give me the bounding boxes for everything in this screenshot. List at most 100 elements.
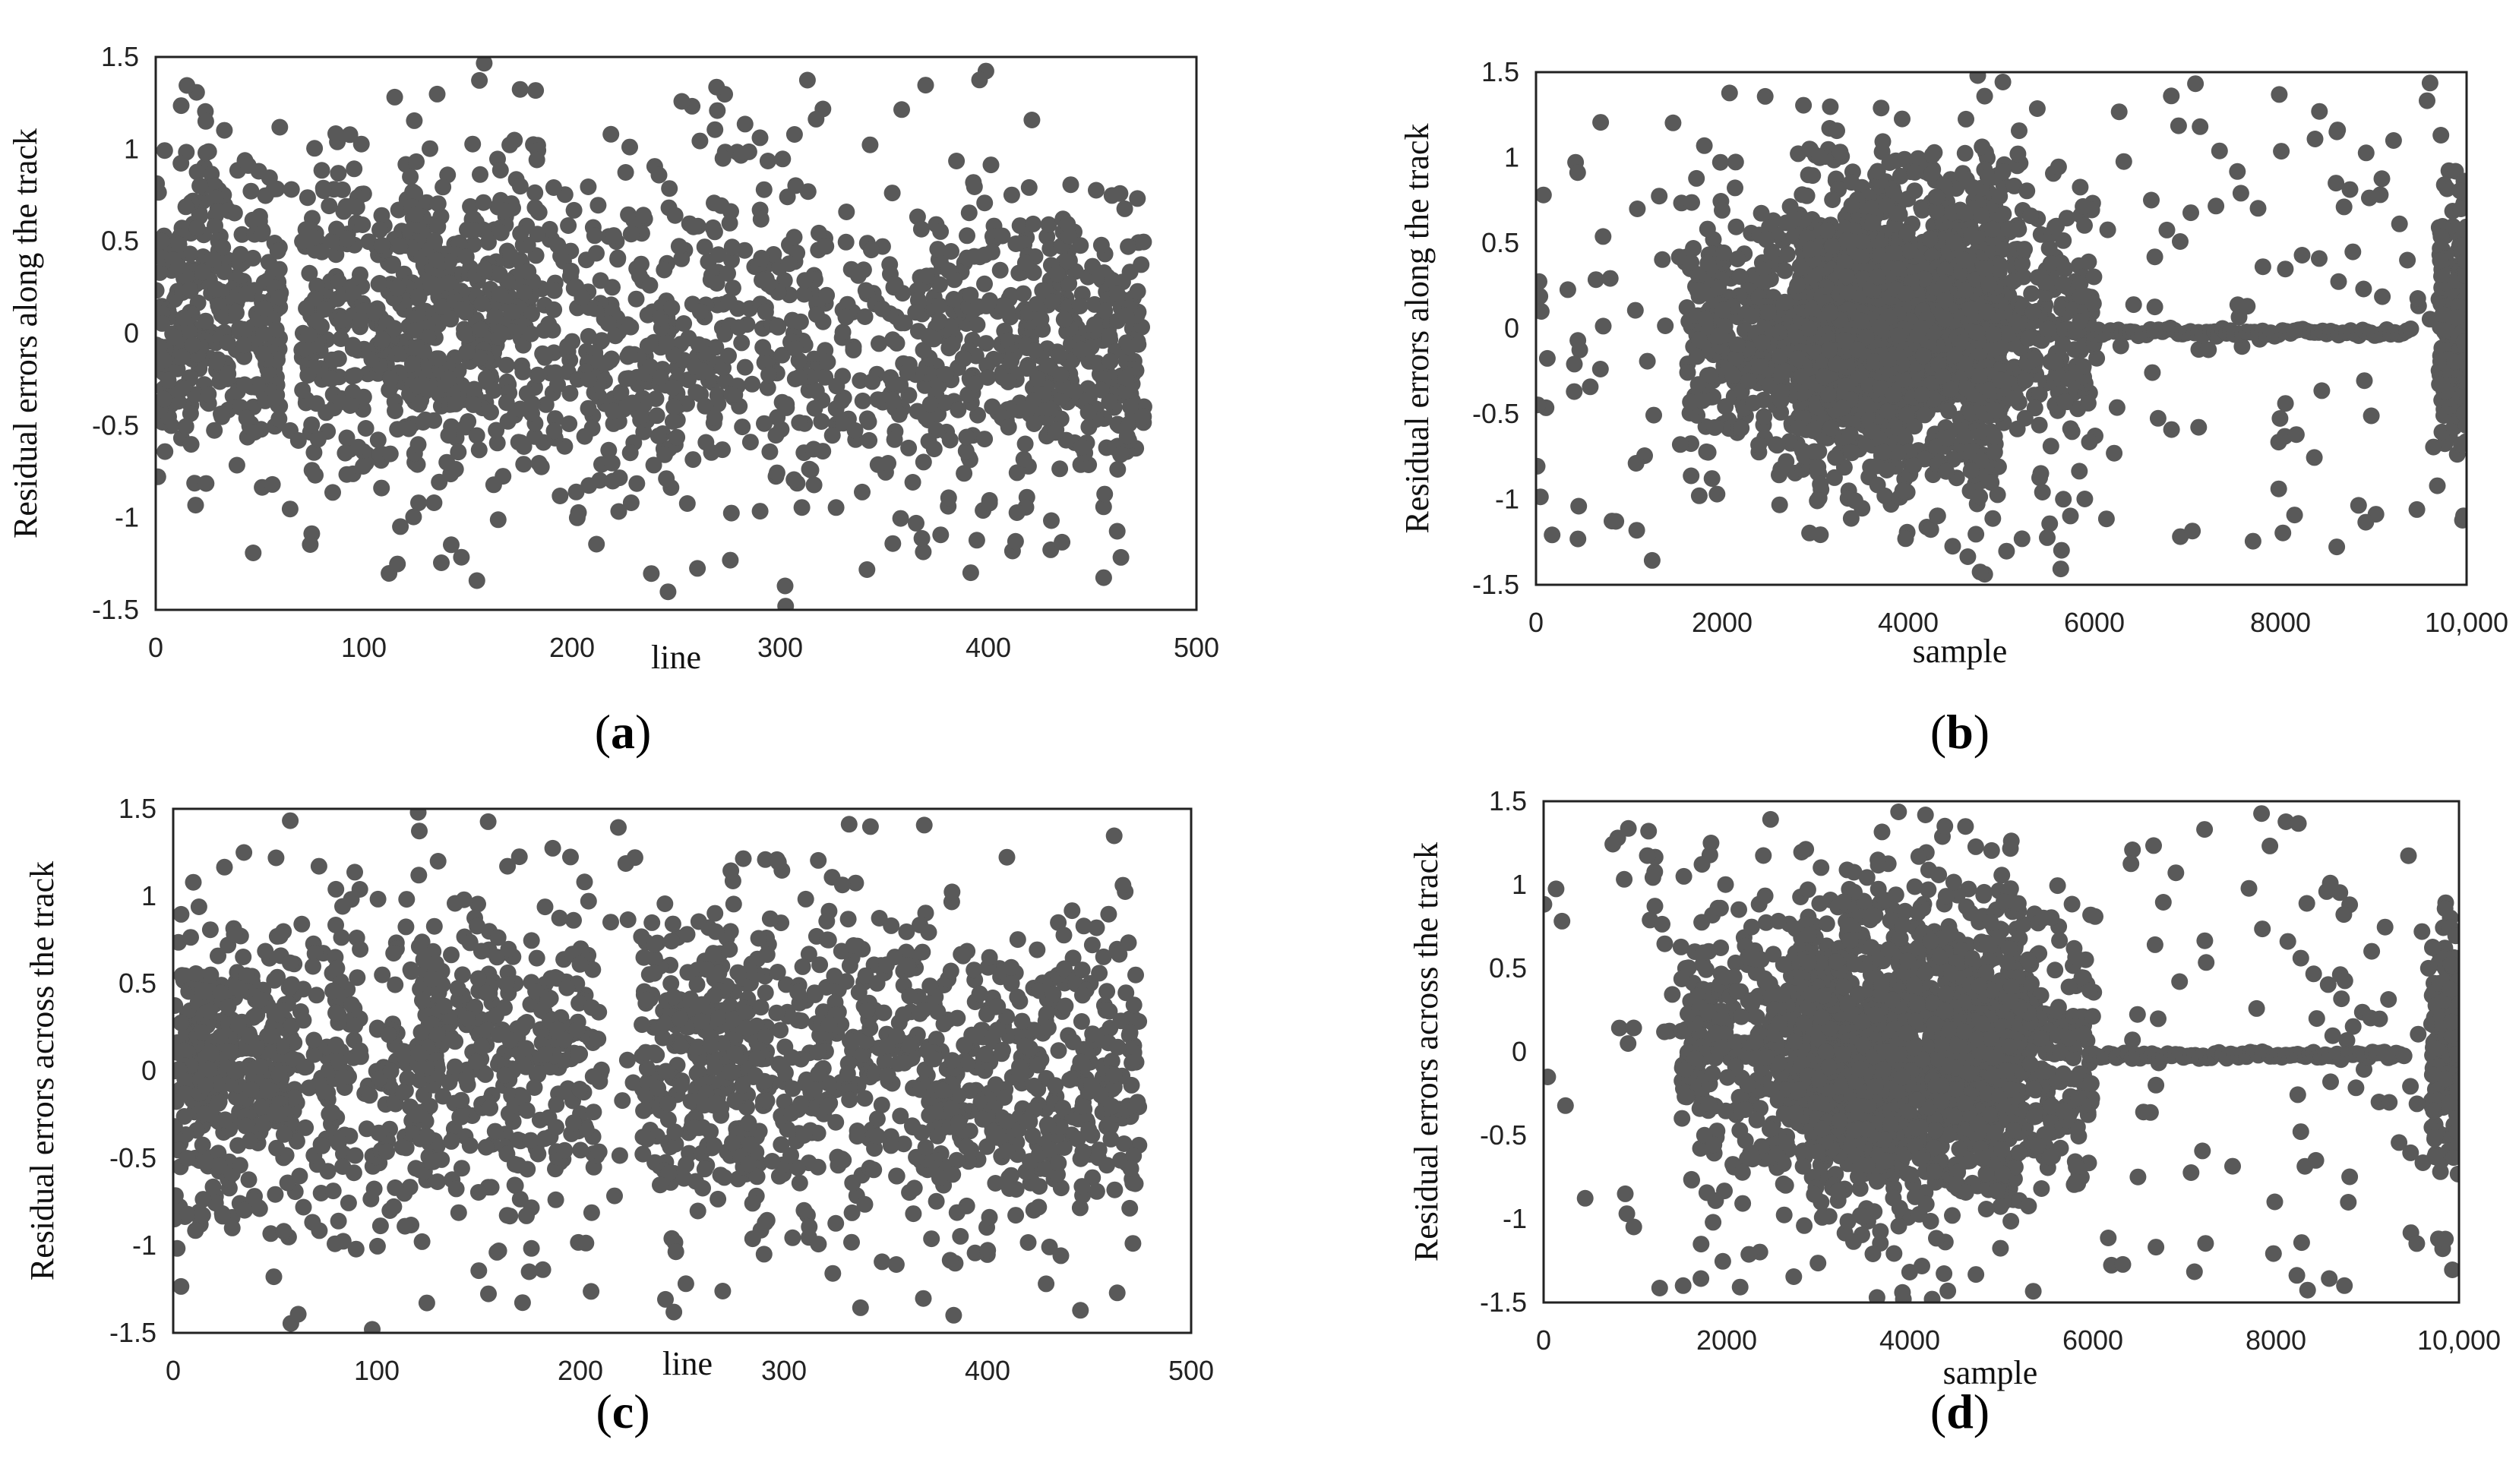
- data-point: [207, 280, 225, 298]
- data-point: [690, 336, 707, 353]
- data-point: [411, 823, 428, 840]
- data-point: [1794, 186, 1811, 204]
- data-point: [744, 375, 761, 393]
- data-point: [1699, 254, 1717, 272]
- data-point: [921, 396, 939, 413]
- data-point: [599, 354, 616, 371]
- data-point: [709, 387, 726, 404]
- data-point: [648, 407, 665, 425]
- data-point: [528, 151, 545, 169]
- data-point: [425, 494, 443, 511]
- data-point: [216, 264, 233, 280]
- data-point: [2022, 207, 2040, 225]
- data-point: [385, 945, 403, 962]
- data-point: [2054, 275, 2072, 292]
- data-point: [1120, 238, 1137, 255]
- data-point: [1109, 461, 1127, 478]
- data-point: [301, 264, 318, 282]
- data-point: [204, 251, 222, 268]
- data-point: [760, 366, 777, 384]
- data-point: [1957, 281, 1974, 298]
- data-point: [1890, 327, 1907, 344]
- data-point: [1944, 204, 1961, 222]
- data-point: [673, 250, 691, 267]
- data-point: [299, 189, 316, 207]
- data-point: [469, 895, 486, 913]
- data-point: [255, 325, 273, 343]
- data-point: [759, 379, 776, 396]
- data-point: [1976, 87, 1993, 105]
- data-point: [2055, 491, 2072, 508]
- data-point: [1823, 238, 1841, 255]
- data-point: [643, 565, 660, 583]
- data-point: [1054, 533, 1071, 551]
- data-point: [645, 456, 662, 474]
- data-point: [874, 300, 891, 317]
- data-point: [482, 403, 499, 421]
- data-point: [2421, 74, 2438, 92]
- data-point: [752, 210, 770, 228]
- data-point: [156, 390, 172, 408]
- data-point: [197, 312, 214, 330]
- panel-c: 1.510.50-0.5-1-1.50 100 200 300 400 500lineRe…: [24, 793, 1214, 1438]
- data-point: [1651, 188, 1668, 205]
- data-point: [1895, 371, 1912, 388]
- data-point: [1696, 310, 1714, 327]
- data-point: [1962, 404, 1980, 422]
- data-point: [2277, 260, 2294, 278]
- data-point: [1067, 383, 1084, 400]
- data-point: [262, 1225, 280, 1242]
- x-tick-label: 300: [757, 632, 803, 663]
- data-point: [1790, 419, 1807, 437]
- data-point: [1991, 371, 2009, 389]
- data-point: [2088, 349, 2106, 367]
- data-point: [198, 475, 215, 492]
- y-tick-label: 0: [1504, 313, 1519, 344]
- data-point: [1015, 285, 1032, 302]
- data-point: [913, 529, 931, 547]
- data-point: [512, 225, 529, 242]
- data-point: [1945, 450, 1961, 468]
- y-tick-label: -0.5: [92, 409, 139, 440]
- data-point: [950, 401, 967, 418]
- data-point: [799, 183, 817, 200]
- data-point: [465, 235, 482, 253]
- data-point: [805, 476, 823, 494]
- data-point: [1842, 510, 1860, 527]
- data-point: [1703, 470, 1721, 488]
- data-point: [283, 181, 300, 198]
- data-point: [837, 233, 855, 251]
- data-point: [1983, 220, 2001, 238]
- data-point: [1688, 169, 1705, 187]
- plot-frame: [1534, 71, 2468, 586]
- data-point: [952, 1227, 969, 1245]
- data-point: [2009, 157, 2026, 175]
- data-point: [2072, 275, 2089, 292]
- data-point: [2313, 382, 2331, 399]
- data-point: [1968, 324, 1986, 341]
- data-point: [1118, 428, 1136, 445]
- data-point: [1980, 381, 1998, 399]
- data-point: [605, 403, 622, 420]
- data-point: [1756, 408, 1773, 425]
- data-point: [876, 1053, 893, 1070]
- data-point: [2017, 372, 2034, 389]
- data-point: [345, 284, 362, 301]
- data-point: [2287, 426, 2305, 444]
- data-point: [1000, 332, 1017, 349]
- data-point: [182, 245, 198, 263]
- data-point: [527, 82, 545, 99]
- data-point: [915, 453, 932, 471]
- data-point: [1927, 202, 1945, 219]
- data-point: [1696, 137, 1713, 154]
- data-point: [906, 1179, 923, 1197]
- data-point: [261, 169, 278, 186]
- data-point: [406, 112, 423, 129]
- data-point: [1837, 377, 1854, 395]
- data-point: [289, 432, 307, 449]
- data-point: [1822, 98, 1839, 115]
- data-point: [1898, 406, 1915, 424]
- panel-a: 1.510.50-0.5-1-1.50 100 200 300 400 500lineRe…: [7, 41, 1219, 759]
- data-point: [2399, 251, 2416, 269]
- data-point: [808, 382, 825, 399]
